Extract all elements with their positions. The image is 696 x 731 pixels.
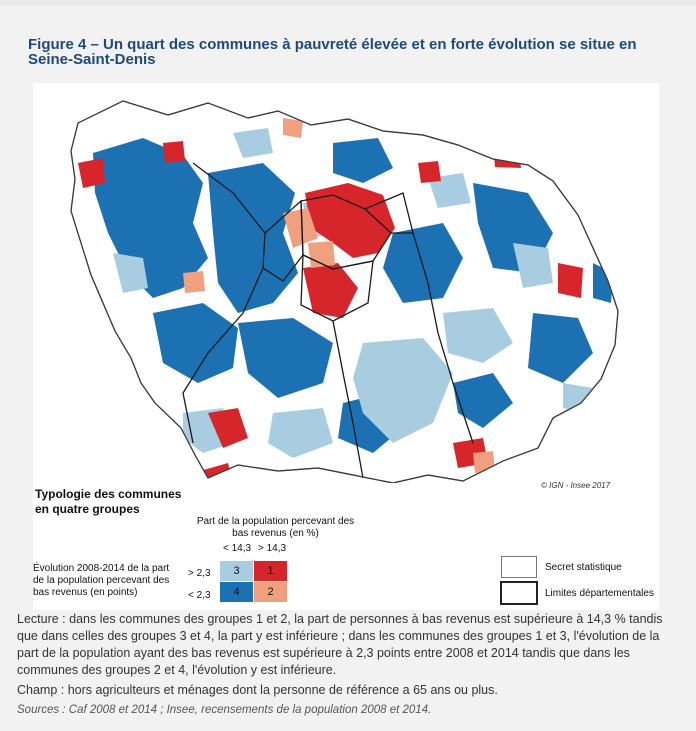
legend-typology-title-text: Typologie des communes en quatre groupes	[35, 487, 182, 516]
copyright-note: © IGN - Insee 2017	[541, 481, 611, 490]
communes-layer	[78, 118, 613, 483]
commune-cluster-group4	[133, 193, 173, 233]
figure-notes: Lecture : dans les communes des groupes …	[17, 611, 682, 719]
commune-cluster-group1	[305, 183, 395, 258]
legend-group-4: 4	[220, 582, 253, 602]
commune-cluster-group1	[163, 141, 185, 163]
legend-limits-label: Limites départementales	[545, 588, 654, 599]
commune-cluster-group1	[208, 408, 248, 448]
commune-cluster-group1	[303, 263, 358, 318]
commune-cluster-group2	[183, 271, 205, 293]
legend-row-high: > 2,3	[188, 568, 211, 579]
commune-cluster-group3	[513, 243, 553, 288]
commune-cluster-group1	[418, 161, 441, 183]
legend-row-caption: Évolution 2008-2014 de la part de la pop…	[33, 563, 170, 598]
commune-cluster-group2	[283, 118, 303, 138]
commune-cluster-group4	[453, 373, 513, 428]
commune-cluster-group4	[383, 223, 463, 303]
champ-note: Champ : hors agriculteurs et ménages don…	[17, 683, 498, 697]
commune-cluster-group4	[153, 303, 238, 383]
top-divider	[0, 0, 696, 6]
legend-row-low: < 2,3	[188, 590, 211, 601]
legend-secret-label: Secret statistique	[545, 562, 622, 573]
legend-col-high: > 14,3	[258, 543, 287, 554]
sources-note: Sources : Caf 2008 et 2014 ; Insee, rece…	[17, 704, 432, 716]
legend-col-low: < 14,3	[223, 543, 252, 554]
commune-cluster-group3	[563, 383, 593, 413]
commune-cluster-group2	[308, 241, 335, 268]
legend-limits-swatch	[500, 581, 538, 605]
departmental-limits	[182, 162, 474, 479]
lecture-note: Lecture : dans les communes des groupes …	[17, 612, 663, 677]
figure-panel: © IGN - Insee 2017 Typologie des commune…	[33, 83, 659, 610]
commune-cluster-group3	[113, 253, 148, 293]
commune-cluster-group3	[428, 173, 471, 208]
figure-title: Figure 4 – Un quart des communes à pauvr…	[28, 36, 637, 68]
legend-group-3: 3	[220, 561, 253, 581]
commune-cluster-group4	[333, 138, 393, 183]
commune-cluster-group4	[238, 318, 333, 398]
commune-cluster-group2	[283, 208, 318, 248]
legend-group-1: 1	[254, 561, 287, 581]
commune-cluster-group3	[353, 338, 453, 443]
legend-group-2: 2	[254, 582, 287, 602]
legend-secret-swatch	[501, 556, 537, 578]
commune-cluster-group4	[528, 313, 593, 383]
commune-cluster-group3	[443, 308, 513, 363]
commune-cluster-group3	[233, 128, 273, 158]
commune-cluster-group1	[493, 143, 521, 168]
commune-cluster-group1	[558, 263, 583, 298]
legend-typology-title: Typologie des communes en quatre groupes	[35, 487, 185, 517]
commune-cluster-group1	[78, 158, 105, 188]
ile-de-france-map	[70, 100, 619, 483]
commune-cluster-group2	[473, 451, 495, 473]
commune-cluster-group3	[268, 408, 333, 458]
legend-column-header: Part de la population percevant des bas …	[196, 516, 355, 539]
